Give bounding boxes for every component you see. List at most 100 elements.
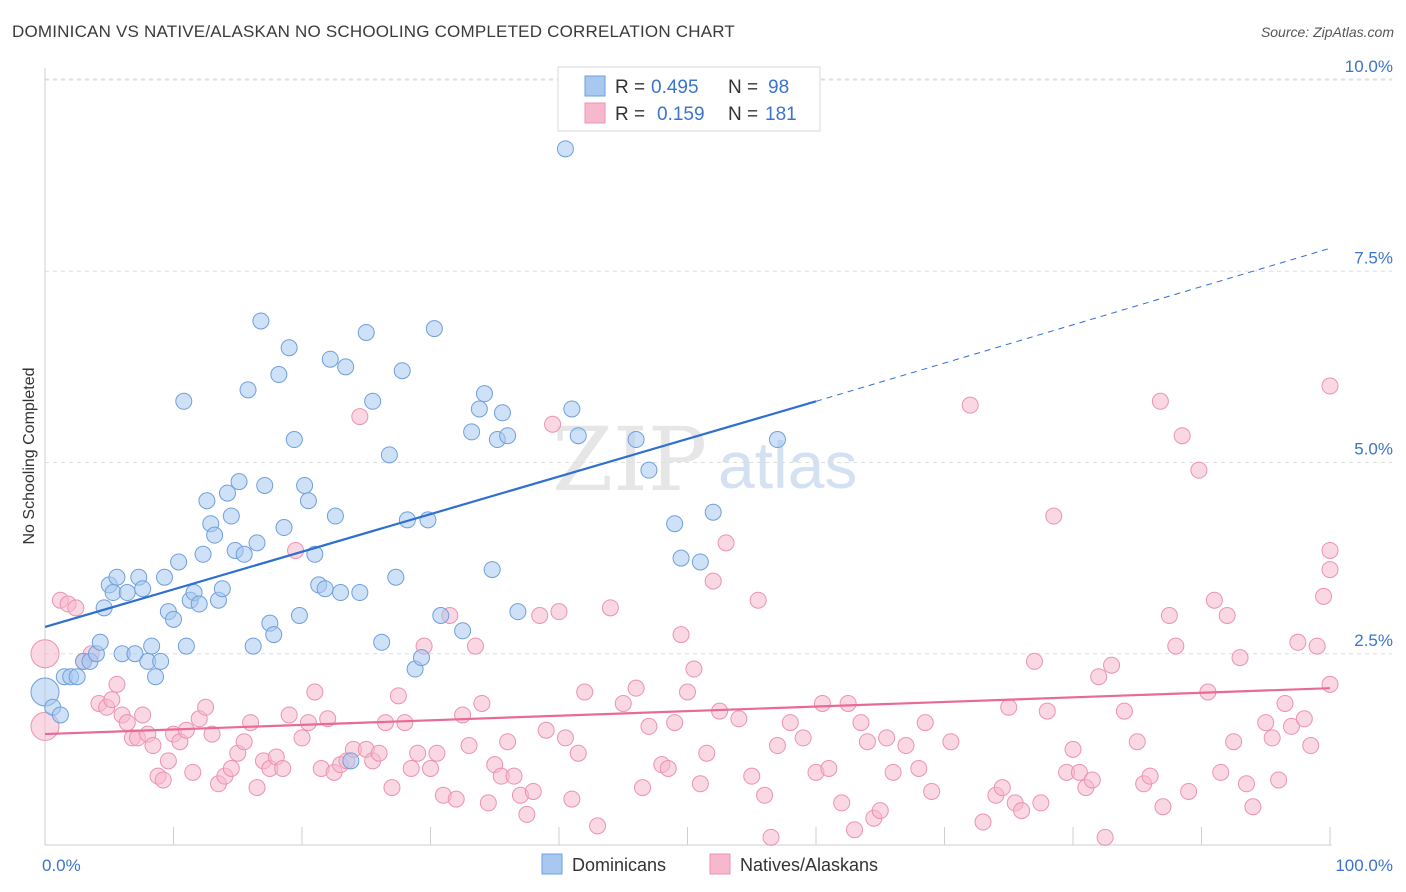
native-point-122 bbox=[884, 763, 902, 781]
trend-lines bbox=[44, 247, 1331, 736]
native-point-99 bbox=[698, 744, 716, 762]
native-point-145 bbox=[1096, 828, 1114, 846]
dominican-point-49 bbox=[265, 626, 283, 644]
dominican-point-35 bbox=[206, 526, 224, 544]
native-point-147 bbox=[1115, 702, 1133, 720]
dominican-point-77 bbox=[432, 607, 450, 624]
dominicans-points bbox=[30, 140, 786, 770]
y-axis-label: No Schooling Completed bbox=[21, 368, 38, 545]
dominican-point-66 bbox=[357, 323, 375, 341]
native-point-98 bbox=[691, 775, 709, 793]
native-point-127 bbox=[942, 733, 960, 751]
dominican-point-86 bbox=[509, 603, 527, 621]
native-point-56 bbox=[389, 687, 407, 705]
dominican-point-54 bbox=[290, 607, 308, 624]
dominican-point-61 bbox=[326, 507, 344, 525]
dominican-point-18 bbox=[134, 580, 152, 598]
dominican-point-96 bbox=[768, 431, 786, 449]
native-point-78 bbox=[531, 607, 549, 624]
native-point-126 bbox=[923, 782, 941, 800]
native-point-95 bbox=[672, 626, 690, 644]
native-point-146 bbox=[1103, 656, 1121, 674]
native-point-162 bbox=[1225, 733, 1243, 751]
dominican-point-91 bbox=[640, 461, 658, 479]
native-point-91 bbox=[640, 717, 658, 735]
dominican-point-70 bbox=[387, 568, 405, 586]
native-point-50 bbox=[351, 408, 369, 426]
native-point-89 bbox=[627, 679, 645, 697]
y-axis-ticks: 2.5% 5.0% 7.5% 10.0% bbox=[1345, 57, 1393, 650]
native-point-114 bbox=[833, 794, 851, 812]
dominican-point-56 bbox=[299, 492, 317, 510]
native-point-141 bbox=[1070, 763, 1088, 781]
dominican-point-59 bbox=[316, 580, 334, 598]
native-point-24 bbox=[184, 763, 202, 781]
native-point-88 bbox=[614, 694, 632, 712]
dominican-point-87 bbox=[556, 140, 574, 158]
dominican-point-38 bbox=[218, 484, 236, 502]
native-point-42 bbox=[299, 714, 317, 732]
native-point-132 bbox=[1000, 698, 1018, 716]
dominican-point-12 bbox=[104, 584, 122, 602]
native-point-179 bbox=[1321, 377, 1339, 395]
native-point-30 bbox=[222, 760, 240, 777]
y-tick-label-2: 7.5% bbox=[1354, 248, 1393, 267]
native-point-84 bbox=[569, 744, 587, 762]
native-point-70 bbox=[479, 794, 497, 812]
watermark-zip: ZIP bbox=[552, 408, 707, 511]
dominican-point-31 bbox=[190, 595, 208, 613]
native-point-154 bbox=[1167, 637, 1185, 655]
native-point-96 bbox=[679, 683, 696, 701]
native-point-140 bbox=[1064, 740, 1082, 758]
native-point-32 bbox=[235, 733, 253, 751]
dominican-point-80 bbox=[470, 400, 488, 418]
dominican-point-43 bbox=[239, 381, 257, 399]
dominican-point-2 bbox=[51, 706, 69, 724]
native-point-79 bbox=[537, 721, 555, 739]
native-point-161 bbox=[1218, 607, 1236, 624]
legend-n-label-pink: N = bbox=[728, 104, 758, 125]
native-point-12 bbox=[118, 714, 136, 732]
legend-n-label-blue: N = bbox=[728, 77, 758, 98]
dominican-point-81 bbox=[475, 385, 493, 403]
dominican-point-82 bbox=[483, 561, 501, 579]
dominican-point-45 bbox=[248, 534, 266, 552]
dominican-point-94 bbox=[691, 553, 709, 571]
native-point-151 bbox=[1151, 392, 1169, 410]
bottom-legend-natives: Natives/Alaskans bbox=[740, 855, 878, 875]
native-point-177 bbox=[1321, 541, 1339, 559]
native-point-165 bbox=[1244, 798, 1262, 816]
native-point-115 bbox=[839, 694, 857, 712]
y-tick-label-1: 5.0% bbox=[1354, 440, 1393, 459]
native-point-104 bbox=[743, 767, 761, 785]
dominican-point-78 bbox=[454, 622, 472, 640]
dominican-point-39 bbox=[222, 507, 240, 525]
native-point-137 bbox=[1038, 702, 1056, 720]
x-axis-ticks: 0.0% 100.0% bbox=[42, 856, 1393, 875]
native-point-138 bbox=[1045, 507, 1063, 525]
dominicans-trend-extension bbox=[815, 247, 1331, 402]
dominican-point-33 bbox=[198, 492, 216, 510]
dominican-point-46 bbox=[252, 312, 270, 330]
native-point-87 bbox=[601, 599, 619, 617]
native-point-77 bbox=[524, 782, 542, 800]
native-point-4 bbox=[67, 599, 85, 617]
native-point-129 bbox=[974, 813, 992, 831]
dominican-point-55 bbox=[296, 476, 314, 494]
legend-r-label-blue: R = bbox=[615, 77, 645, 98]
dominican-point-84 bbox=[493, 404, 511, 422]
native-point-171 bbox=[1289, 633, 1307, 651]
legend-swatch-blue bbox=[584, 75, 606, 97]
series-legend: Dominicans Natives/Alaskans bbox=[541, 853, 878, 875]
native-point-97 bbox=[685, 660, 703, 678]
dominican-point-53 bbox=[285, 431, 303, 449]
legend-n-value-blue: 98 bbox=[768, 77, 789, 98]
native-point-157 bbox=[1190, 461, 1208, 479]
dominican-point-51 bbox=[275, 519, 293, 537]
dominican-point-71 bbox=[393, 362, 411, 380]
native-point-121 bbox=[878, 729, 896, 747]
native-point-43 bbox=[306, 683, 324, 701]
native-point-61 bbox=[422, 760, 439, 777]
dominican-point-85 bbox=[499, 427, 517, 445]
